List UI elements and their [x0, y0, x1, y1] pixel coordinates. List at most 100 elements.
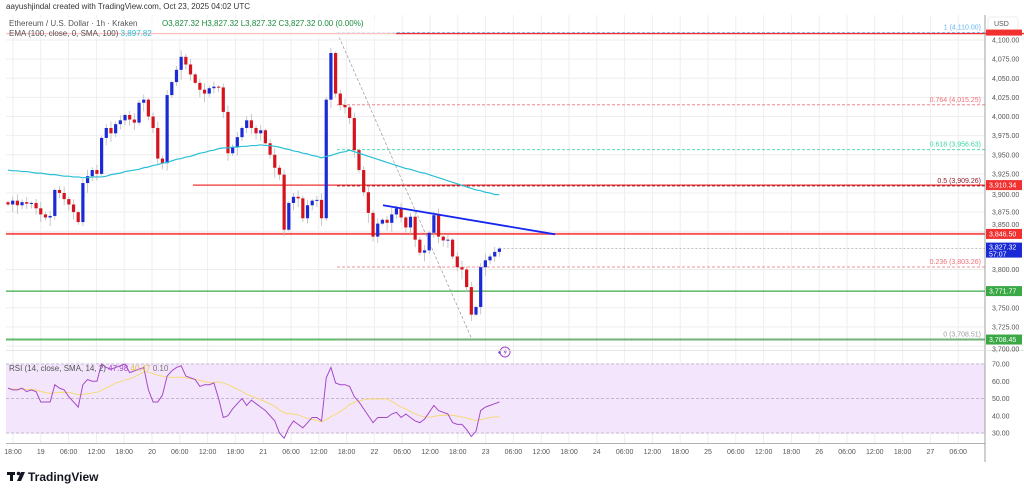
candle: [291, 192, 296, 211]
candle-body: [259, 130, 263, 134]
candle: [441, 233, 445, 247]
candle: [413, 210, 417, 248]
candle: [254, 125, 258, 140]
candle: [277, 165, 282, 180]
time-tick-label: 06:00: [282, 449, 300, 456]
candle: [245, 116, 249, 134]
price-axis[interactable]: 4,100.00 4,075.00 4,050.00 4,025.00 4,000.00…: [992, 38, 1019, 354]
tradingview-logo-icon: [7, 471, 25, 481]
candle: [71, 199, 76, 220]
last-price-tag: [986, 242, 1022, 258]
time-tick-label: 06:00: [727, 449, 745, 456]
candle: [109, 121, 113, 143]
attribution: aayushjindal created with TradingView.co…: [6, 2, 250, 11]
candle-body: [109, 127, 113, 134]
candle-body: [142, 99, 146, 103]
candle-body: [48, 215, 52, 218]
candle-body: [39, 208, 43, 215]
candle: [62, 186, 66, 206]
time-tick-label: 23: [482, 449, 490, 456]
candle-body: [81, 183, 85, 223]
candle-body: [146, 99, 150, 117]
candle: [319, 193, 324, 226]
candles: [6, 47, 501, 321]
candle-body: [254, 127, 258, 134]
candle-body: [474, 306, 478, 315]
time-tick-label: 12:00: [199, 449, 217, 456]
rsi-axis[interactable]: 70.00 60.00 50.00 40.00 30.00: [992, 362, 1010, 438]
candle-body: [184, 56, 188, 65]
price-tick-label: 3,925.00: [992, 171, 1019, 178]
candle: [95, 164, 99, 181]
candle-body: [25, 202, 29, 204]
candle-body: [11, 200, 15, 205]
rsi-legend[interactable]: RSI (14, close, SMA, 14, 2) 47.98 40.47 …: [9, 364, 169, 373]
candle-body: [305, 205, 310, 219]
time-tick-label: 06:00: [60, 449, 78, 456]
candle: [259, 125, 263, 141]
legend-bg: [6, 18, 396, 38]
candle-body: [408, 216, 413, 228]
ema-legend[interactable]: EMA (100, close, 0, SMA, 100) 3,897.82: [9, 29, 152, 38]
candle: [460, 260, 464, 280]
price-tick-label: 3,975.00: [992, 133, 1019, 140]
candle: [488, 253, 492, 265]
ema-line: [7, 144, 500, 196]
time-tick-label: 12:00: [421, 449, 439, 456]
candle: [455, 252, 459, 272]
candle-body: [465, 269, 469, 288]
time-tick-label: 06:00: [505, 449, 523, 456]
time-tick-label: 06:00: [949, 449, 967, 456]
candle: [427, 231, 431, 255]
candle: [151, 112, 155, 134]
fib-level-label: 0.618 (3,956.63): [930, 142, 981, 149]
candle-body: [179, 56, 183, 70]
candle: [174, 65, 179, 87]
level-price-label: 3,846.50: [989, 231, 1016, 238]
candle-body: [338, 93, 342, 106]
candle: [132, 113, 136, 131]
candle-body: [217, 86, 221, 88]
candle-body: [71, 204, 76, 213]
candle-body: [469, 287, 473, 315]
time-tick-label: 12:00: [866, 449, 884, 456]
tradingview-logo[interactable]: TradingView: [7, 470, 99, 484]
candle-body: [156, 127, 160, 159]
candle: [385, 215, 389, 231]
price-tick-label: 3,800.00: [992, 267, 1019, 274]
candle: [137, 99, 141, 126]
candle-body: [160, 158, 165, 164]
candle: [57, 185, 62, 199]
lightning-icon[interactable]: [498, 346, 511, 358]
time-tick-label: 18:00: [338, 449, 356, 456]
candle-body: [249, 120, 253, 128]
time-tick-label: 06:00: [171, 449, 189, 456]
candle-body: [343, 105, 347, 108]
time-tick-label: 19: [37, 449, 45, 456]
candle-body: [165, 95, 169, 164]
time-tick-label: 18:00: [115, 449, 133, 456]
price-tick-label: 4,075.00: [992, 57, 1019, 64]
symbol-label[interactable]: Ethereum / U.S. Dollar · 1h · Kraken: [9, 19, 138, 28]
candle-body: [114, 124, 118, 134]
candle: [20, 199, 24, 210]
candle: [451, 238, 455, 260]
candle-body: [277, 167, 282, 175]
level-price-tag: [986, 180, 1022, 191]
candle: [179, 50, 183, 80]
candle-body: [151, 116, 155, 128]
trendline[interactable]: [382, 204, 556, 236]
fib-level-label: 0 (3,708.51): [943, 331, 981, 338]
candle-body: [371, 212, 375, 237]
candle: [465, 266, 469, 293]
candle: [366, 185, 370, 223]
time-tick-label: 18:00: [227, 449, 245, 456]
candle-body: [235, 137, 239, 148]
level-price-label: 3,910.34: [989, 183, 1016, 190]
candle: [142, 94, 146, 112]
brand-name: TradingView: [28, 470, 99, 484]
time-axis[interactable]: 18:00 19 06:00 12:00 18:00 20 06:00 12:00 18:00 2…: [4, 449, 967, 456]
time-tick-label: 12:00: [755, 449, 773, 456]
time-tick-label: 20: [148, 449, 156, 456]
